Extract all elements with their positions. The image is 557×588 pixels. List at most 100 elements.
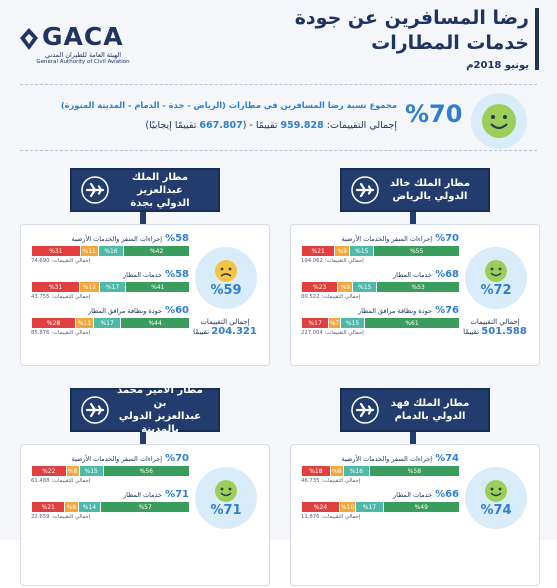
airport-percent: %72: [480, 282, 512, 298]
total-row: 204.321 تقييمًا: [185, 327, 265, 337]
sign-post: [140, 432, 146, 444]
segment-label: %41: [151, 283, 165, 291]
airport-percent: %74: [480, 502, 512, 518]
bar-segment: %10: [339, 502, 356, 512]
metric-percent: %68: [435, 269, 459, 280]
airport-total: إجمالي التقييمات 501.588 تقييمًا: [455, 317, 535, 337]
plane-icon: [351, 176, 379, 204]
metric-ratings: إجمالي التقييمات: 22.659: [31, 514, 91, 520]
airport-name-line: عبدالعزيز الدولي بالمدينة: [118, 411, 202, 435]
title: رضا المسافرين عن جودة خدمات المطارات: [229, 6, 529, 56]
metric-label: خدمات المطار: [392, 491, 433, 499]
title-bar: [535, 8, 539, 70]
metrics: %70إجراءات السفر والخدمات الأرضية %55 %15%…: [301, 233, 459, 341]
metric-ratings: إجمالي التقييمات: 11.876: [301, 514, 361, 520]
bar-segment: %58: [369, 466, 459, 476]
metric-head: %68خدمات المطار: [301, 269, 459, 280]
bar-segment: %21: [302, 246, 335, 256]
bar-segment: %31: [32, 282, 80, 292]
segment-label: %16: [104, 247, 118, 255]
bar-segment: %41: [126, 282, 189, 292]
bar-segment: %22: [31, 466, 66, 476]
metric-label: إجراءات السفر والخدمات الأرضية: [71, 235, 163, 243]
airport-name-line: مطار الملك خالد: [389, 178, 471, 189]
title-line: رضا المسافرين عن جودة: [294, 7, 529, 29]
text: إجمالي التقييمات:: [326, 120, 397, 131]
metric-ratings: إجمالي التقييمات: 227.004: [301, 330, 364, 336]
metric-ratings: إجمالي التقييمات: 46.735: [301, 478, 361, 484]
bar-segment: %14: [78, 502, 101, 512]
bar-segment: %21: [32, 502, 65, 512]
metric-bar: %53 %15 %9 %23: [301, 282, 459, 292]
metric: %58إجراءات السفر والخدمات الأرضية %42 %16%…: [31, 233, 189, 264]
airport-card: مطار الأمير محمد بن عبدالعزيز الدولي بالم…: [20, 385, 270, 588]
metric: %66خدمات المطار %49 %17 %10 %24 إجمالي التقيي…: [301, 489, 459, 520]
segment-label: %9: [340, 283, 351, 291]
airport-sign: مطار الملك خالد الدولي بالرياض: [340, 168, 490, 212]
segment-label: %22: [42, 467, 56, 475]
bar-segment: %12: [80, 282, 99, 292]
segment-label: %17: [362, 503, 377, 511]
text: تقييمًا إيجابيًا): [145, 120, 197, 131]
metric-bar: %44 %17 %11 %28: [31, 318, 189, 328]
segment-label: %15: [358, 283, 372, 291]
airport-name-line: الدولي بالدمام: [394, 411, 466, 422]
summary-description: مجموع نسبة رضا المسافرين في مطارات (الري…: [60, 100, 397, 110]
segment-label: %15: [355, 247, 369, 255]
metric-label: خدمات المطار: [122, 491, 163, 499]
satisfaction-ring: %72: [465, 247, 527, 309]
bar-segment: %23: [302, 282, 338, 292]
bar-segment: %15: [340, 318, 365, 328]
segment-label: %61: [405, 319, 419, 327]
metric-head: %70إجراءات السفر والخدمات الأرضية: [31, 453, 189, 464]
metric-ratings: إجمالي التقييمات: 194.062: [301, 258, 364, 264]
segment-label: %21: [311, 247, 325, 255]
total-row: 501.588 تقييمًا: [455, 327, 535, 337]
segment-label: %18: [309, 467, 323, 475]
metric-ratings: إجمالي التقييمات: 61.488: [31, 478, 91, 484]
segment-label: %44: [148, 319, 162, 327]
airport-name-line: مطار الملك عبدالعزيز: [131, 171, 189, 196]
metric-head: %70إجراءات السفر والخدمات الأرضية: [301, 233, 459, 244]
bar-segment: %31: [32, 246, 80, 256]
metric: %70إجراءات السفر والخدمات الأرضية %56 %15%…: [31, 453, 189, 484]
bar-segment: %15: [353, 282, 377, 292]
metric: %70إجراءات السفر والخدمات الأرضية %55 %15%…: [301, 233, 459, 264]
bar-segment: %8: [330, 466, 344, 476]
metric-head: %58إجراءات السفر والخدمات الأرضية: [31, 233, 189, 244]
logo: GACA الهيئة العامة للطيران المدني Genera…: [18, 22, 148, 65]
segment-label: %57: [138, 503, 152, 511]
airport-name: مطار الملك خالد الدولي بالرياض: [380, 177, 480, 203]
segment-label: %16: [349, 467, 364, 475]
title-line: خدمات المطارات: [371, 32, 529, 54]
metric-ratings: إجمالي التقييمات: 85.876: [31, 330, 91, 336]
airport-panel: %58إجراءات السفر والخدمات الأرضية %42 %16%…: [20, 224, 270, 366]
summary-totals: إجمالي التقييمات: 959.828 تقييمًا - (667…: [57, 120, 397, 131]
airport-sign: مطار الملك فهد الدولي بالدمام: [340, 388, 490, 432]
bar-segment: %8: [66, 466, 79, 476]
divider: [20, 84, 537, 85]
segment-label: %49: [414, 503, 428, 511]
metric-label: جودة ونظافة مرافق المطار: [357, 307, 433, 315]
metric-head: %74إجراءات السفر والخدمات الأرضية: [301, 453, 459, 464]
segment-label: %12: [82, 283, 97, 291]
logo-arabic: الهيئة العامة للطيران المدني: [44, 51, 122, 59]
bar-segment: %18: [302, 466, 330, 476]
metric: %58خدمات المطار %41 %17 %12 %31 إجمالي التقيي…: [31, 269, 189, 300]
metric-head: %60جودة ونظافة مرافق المطار: [31, 305, 189, 316]
segment-label: %42: [149, 247, 164, 255]
metric-bar: %57 %14 %8 %21: [31, 502, 189, 512]
bar-segment: %17: [94, 318, 121, 328]
airport-percent: %71: [210, 502, 242, 518]
metrics: %74إجراءات السفر والخدمات الأرضية %58 %16%…: [301, 453, 459, 525]
airport-name-line: الدولي بجدة: [130, 197, 190, 209]
bar-segment: %61: [365, 318, 459, 328]
airport-total: إجمالي التقييمات 204.321 تقييمًا: [185, 317, 265, 337]
airport-panel: %74إجراءات السفر والخدمات الأرضية %58 %16%…: [290, 444, 540, 586]
logo-mark: [20, 28, 38, 50]
metric-label: خدمات المطار: [122, 271, 163, 279]
plane-icon: [81, 176, 109, 204]
segment-label: %58: [407, 467, 422, 475]
metric-percent: %74: [435, 453, 459, 464]
